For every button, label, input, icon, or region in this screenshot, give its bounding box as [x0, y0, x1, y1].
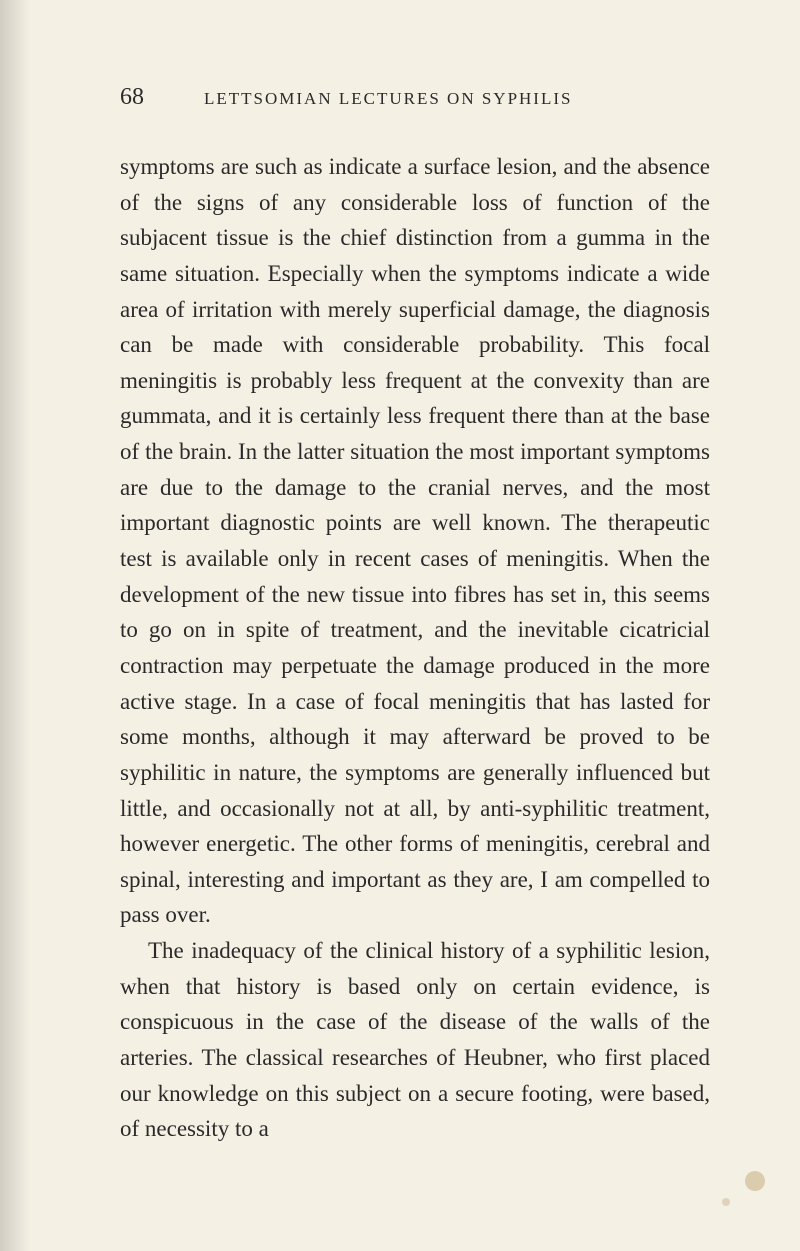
page-number: 68	[120, 84, 144, 111]
foxing-spot	[722, 1198, 730, 1206]
foxing-spot	[745, 1171, 765, 1191]
body-text: symptoms are such as indicate a surface …	[120, 149, 710, 1147]
page-header: 68 LETTSOMIAN LECTURES ON SYPHILIS	[120, 84, 710, 111]
edge-shadow	[0, 0, 30, 1251]
running-title: LETTSOMIAN LECTURES ON SYPHILIS	[204, 89, 572, 109]
paragraph-2: The inadequacy of the clinical history o…	[120, 933, 710, 1147]
page-container: 68 LETTSOMIAN LECTURES ON SYPHILIS sympt…	[0, 0, 800, 1207]
paragraph-1: symptoms are such as indicate a surface …	[120, 149, 710, 933]
